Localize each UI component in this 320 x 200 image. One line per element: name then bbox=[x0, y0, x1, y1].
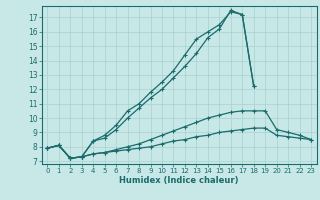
X-axis label: Humidex (Indice chaleur): Humidex (Indice chaleur) bbox=[119, 176, 239, 185]
